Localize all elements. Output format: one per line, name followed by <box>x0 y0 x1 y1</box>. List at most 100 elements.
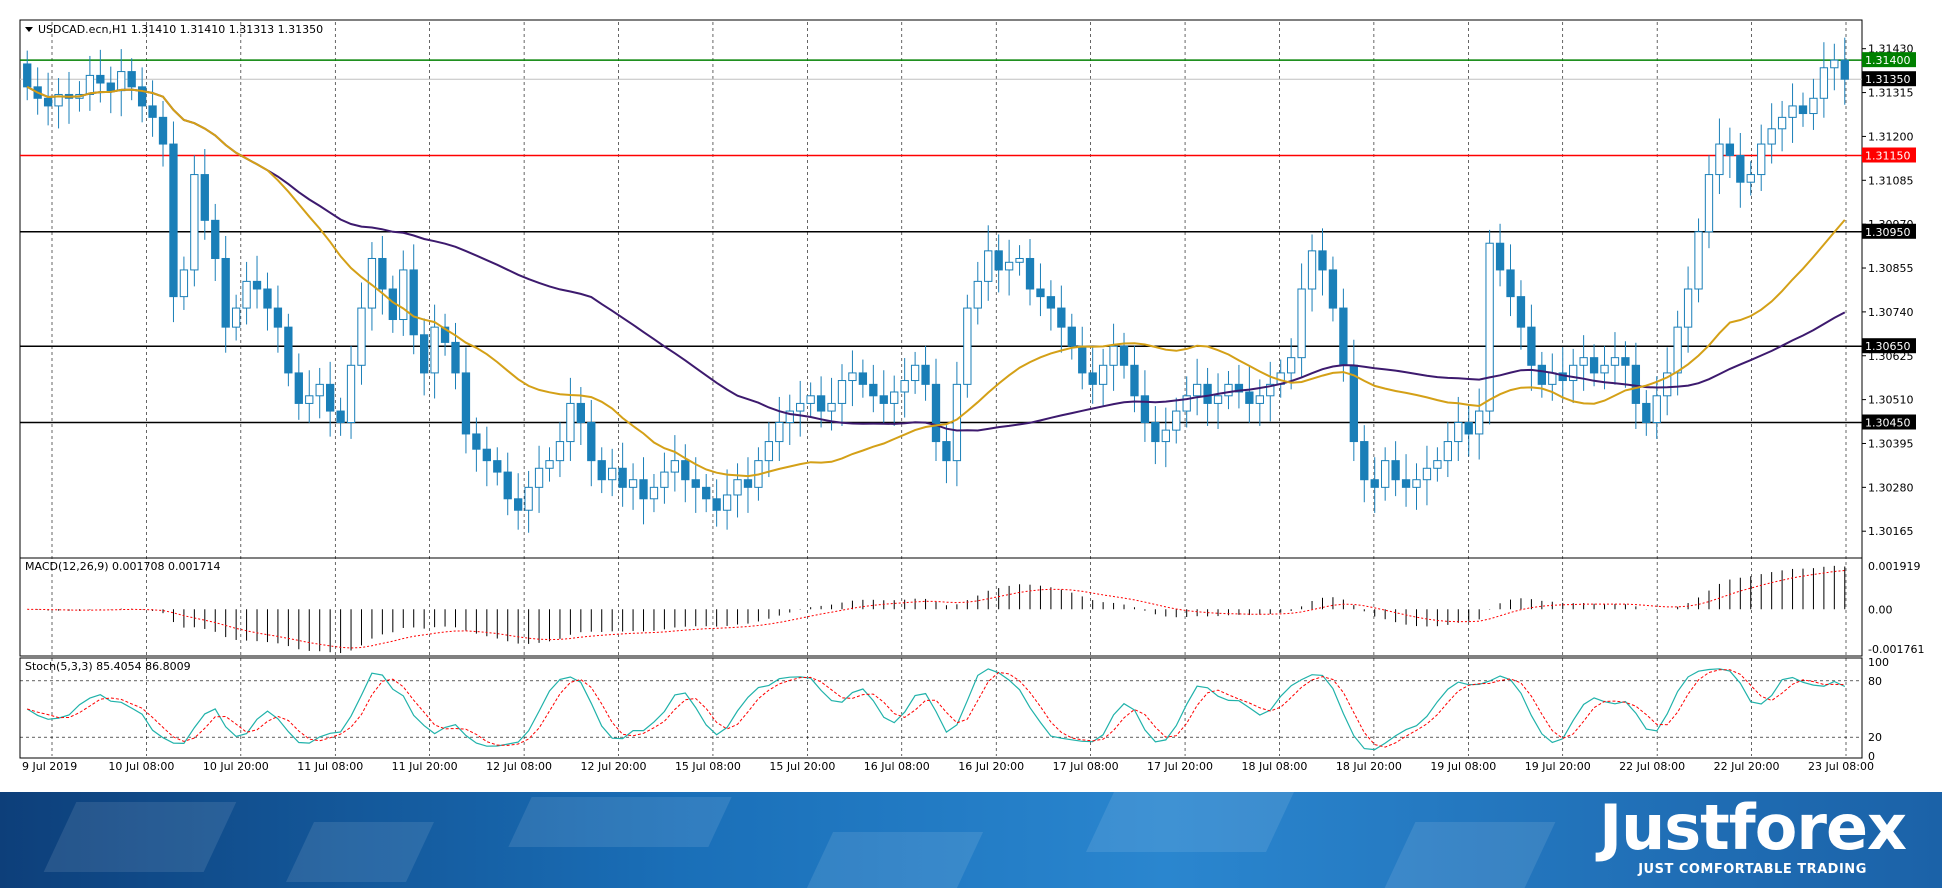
candle <box>1015 257 1024 263</box>
candle <box>85 74 95 95</box>
candle <box>1172 410 1181 431</box>
y-tick-label: 1.30855 <box>1868 262 1914 275</box>
stoch-y-tick: 80 <box>1868 675 1882 688</box>
candle <box>618 467 627 488</box>
candle <box>1412 479 1421 488</box>
candle <box>597 460 606 481</box>
candle <box>1736 155 1745 183</box>
candle <box>952 383 962 462</box>
x-tick-label: 10 Jul 08:00 <box>108 760 174 773</box>
candle <box>858 372 868 385</box>
stoch-panel <box>19 657 1863 759</box>
candle <box>1297 288 1306 359</box>
candle <box>587 422 596 462</box>
candle <box>1234 383 1244 393</box>
candle <box>1600 364 1609 374</box>
candle <box>1391 460 1400 481</box>
candle <box>451 341 460 374</box>
candle <box>1245 391 1254 404</box>
candle <box>294 372 303 404</box>
candle <box>848 372 857 382</box>
candle <box>837 380 847 404</box>
candle <box>524 486 533 511</box>
y-tick-label: 1.30740 <box>1868 306 1914 319</box>
brand-banner: Justforex JUST COMFORTABLE TRADING <box>0 792 1942 888</box>
candle <box>1683 288 1693 328</box>
candle <box>1454 422 1463 443</box>
candle <box>545 460 554 469</box>
candle <box>1286 357 1296 374</box>
dropdown-triangle-icon[interactable] <box>25 27 33 32</box>
candle <box>409 269 418 336</box>
macd-y-tick: -0.001761 <box>1868 643 1924 656</box>
candle <box>1652 395 1661 423</box>
stoch-title: Stoch(5,3,3) 85.4054 86.8009 <box>25 660 191 673</box>
candle <box>346 364 356 423</box>
candle <box>827 402 836 412</box>
candle <box>1569 364 1578 382</box>
x-tick-label: 16 Jul 08:00 <box>864 760 930 773</box>
price-panel <box>19 19 1863 559</box>
candle <box>1088 372 1097 385</box>
candle <box>221 257 230 328</box>
candle <box>1631 364 1641 404</box>
candle <box>399 269 408 321</box>
candle <box>1694 231 1703 290</box>
candle <box>1642 402 1651 423</box>
candle <box>1610 357 1620 366</box>
y-axis-ticks: 1.314301.313151.312001.310851.309701.308… <box>1862 43 1924 763</box>
candle <box>1443 441 1452 462</box>
candle <box>169 143 178 298</box>
x-tick-label: 18 Jul 08:00 <box>1241 760 1307 773</box>
candle <box>493 460 502 473</box>
x-tick-label: 11 Jul 20:00 <box>392 760 458 773</box>
price-tag-label: 1.30950 <box>1865 226 1911 239</box>
candle <box>1224 383 1233 397</box>
macd-histogram <box>37 565 1846 654</box>
x-tick-label: 22 Jul 20:00 <box>1714 760 1780 773</box>
candle <box>1109 345 1118 366</box>
candle <box>670 460 680 473</box>
candle <box>1130 364 1139 397</box>
y-tick-label: 1.30510 <box>1868 394 1914 407</box>
candle <box>1119 345 1129 366</box>
x-tick-label: 19 Jul 20:00 <box>1525 760 1591 773</box>
candle <box>1506 269 1515 298</box>
price-tag-label: 1.31150 <box>1865 150 1911 163</box>
x-axis-ticks: 9 Jul 2019 10 Jul 08:00 10 Jul 20:00 11 Jul… <box>22 760 1874 773</box>
stoch-k-line <box>26 668 1846 751</box>
y-tick-label: 1.31085 <box>1868 174 1914 187</box>
price-tag <box>1862 223 1916 239</box>
macd-panel <box>19 557 1863 657</box>
candle <box>879 395 888 404</box>
price-tag <box>1862 338 1916 354</box>
candle <box>931 383 941 443</box>
candle <box>23 63 32 88</box>
candle <box>733 479 742 496</box>
candle <box>764 441 774 462</box>
price-tag <box>1862 414 1916 430</box>
candle <box>420 334 429 374</box>
candle <box>1370 479 1379 488</box>
candle <box>1360 441 1369 481</box>
candles <box>23 37 1849 533</box>
candle <box>1537 364 1547 385</box>
x-tick-label: 10 Jul 20:00 <box>203 760 269 773</box>
candle <box>963 307 972 385</box>
candle <box>284 326 293 374</box>
brand-logo: Justforex JUST COMFORTABLE TRADING <box>1599 796 1907 878</box>
candle <box>775 422 784 443</box>
price-tag-label: 1.31350 <box>1865 73 1911 86</box>
candle <box>503 471 512 500</box>
candle <box>148 105 157 118</box>
candle <box>1830 59 1839 69</box>
x-tick-label: 15 Jul 20:00 <box>769 760 835 773</box>
y-tick-label: 1.31315 <box>1868 87 1914 100</box>
candle <box>555 441 565 462</box>
x-tick-label: 11 Jul 08:00 <box>297 760 363 773</box>
candle <box>242 280 251 309</box>
candle <box>534 467 544 488</box>
candle <box>628 479 638 488</box>
candle <box>1589 357 1599 374</box>
price-tag-label: 1.31400 <box>1865 54 1911 67</box>
